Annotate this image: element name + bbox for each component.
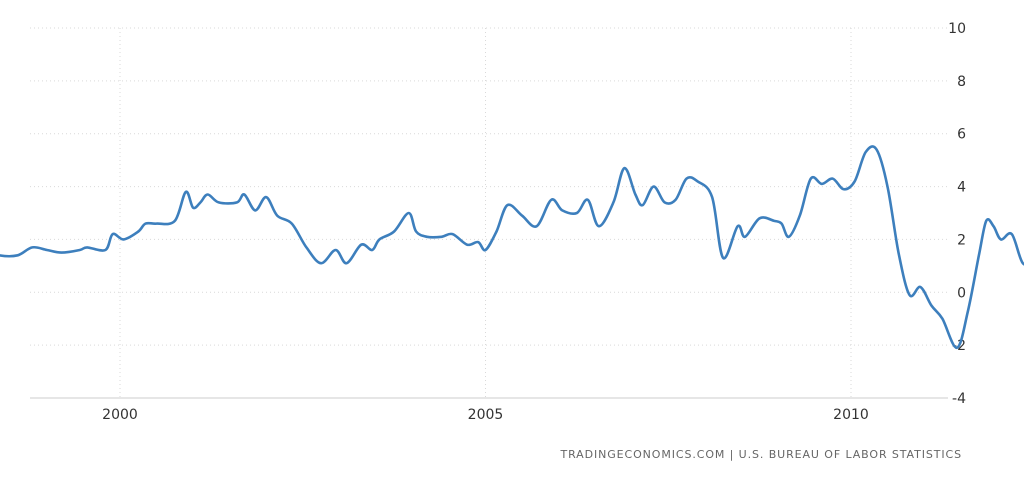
y-tick-label: 8: [957, 74, 966, 90]
source-credit: TRADINGECONOMICS.COM | U.S. BUREAU OF LA…: [560, 448, 962, 461]
gridlines: [30, 27, 948, 398]
y-tick-label: 4: [957, 180, 966, 196]
x-tick-label: 2005: [468, 407, 504, 423]
y-tick-label: 10: [948, 21, 966, 37]
series-line: [0, 145, 1024, 350]
y-tick-label: 2: [957, 232, 966, 248]
x-tick-label: 2000: [102, 407, 138, 423]
x-tick-label: 2010: [833, 407, 869, 423]
y-tick-label: 0: [957, 285, 966, 301]
y-tick-label: -4: [952, 391, 966, 407]
x-axis-ticks: 20002005201020152020: [102, 407, 869, 423]
y-tick-label: 6: [957, 127, 966, 143]
